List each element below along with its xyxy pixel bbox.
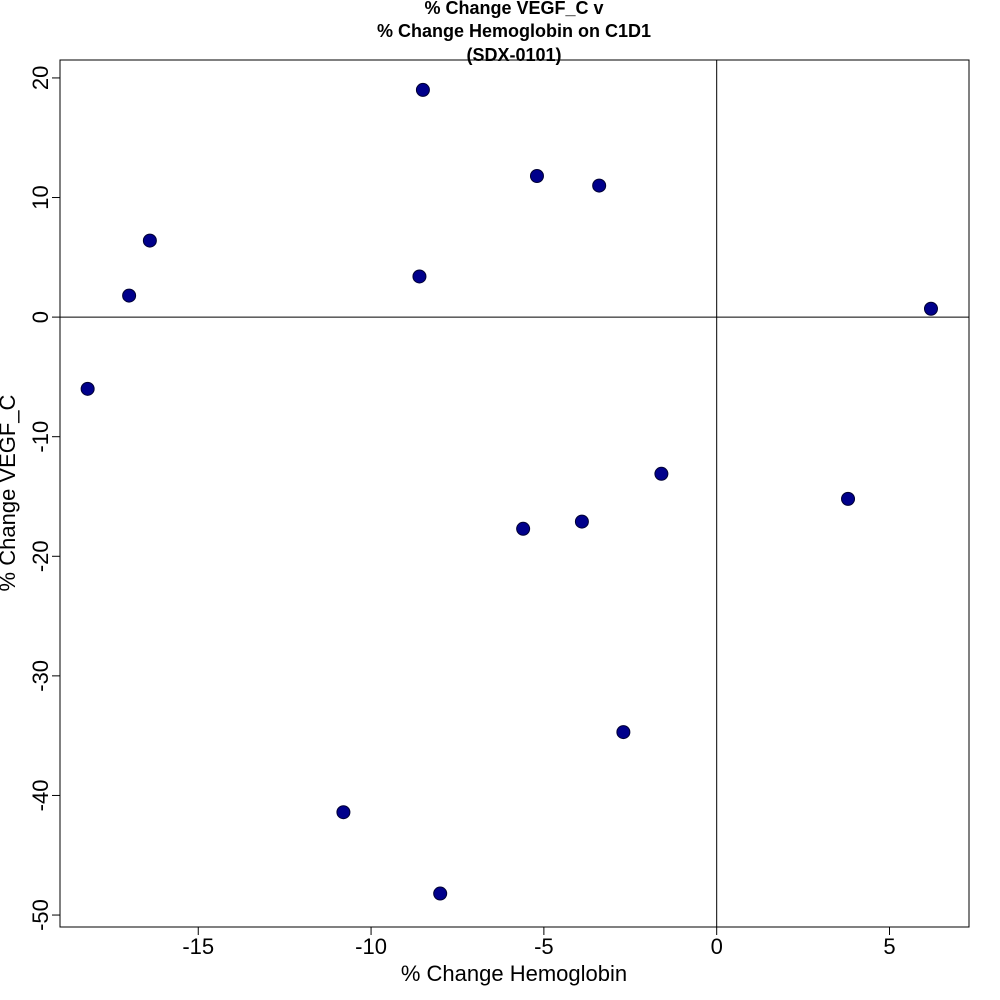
data-point — [529, 168, 544, 183]
y-tick-label: -30 — [28, 660, 53, 692]
data-point — [654, 466, 669, 481]
chart-title: % Change VEGF_C v % Change Hemoglobin on… — [377, 0, 651, 65]
data-point — [841, 491, 856, 506]
data-point — [122, 288, 137, 303]
data-point — [336, 805, 351, 820]
data-point — [415, 82, 430, 97]
chart-title-line-1: % Change VEGF_C v — [424, 0, 603, 18]
data-point — [142, 233, 157, 248]
data-point — [592, 178, 607, 193]
data-point — [574, 514, 589, 529]
x-tick-label: 5 — [883, 934, 895, 959]
y-tick-label: -10 — [28, 421, 53, 453]
y-tick-label: 0 — [28, 311, 53, 323]
chart-title-line-3: (SDX-0101) — [466, 45, 561, 65]
x-axis-ticks: -15 -10 -5 0 5 — [182, 927, 896, 959]
y-tick-label: -20 — [28, 540, 53, 572]
x-tick-label: -5 — [534, 934, 554, 959]
y-axis-ticks: -50 -40 -30 -20 -10 0 10 20 — [28, 66, 60, 931]
plot-frame — [59, 59, 970, 928]
x-tick-label: 0 — [711, 934, 723, 959]
data-point — [616, 725, 631, 740]
data-point — [433, 886, 448, 901]
data-point — [516, 521, 531, 536]
x-axis-label: % Change Hemoglobin — [401, 961, 627, 986]
data-point — [923, 301, 938, 316]
y-tick-label: -50 — [28, 899, 53, 931]
data-points — [80, 82, 938, 901]
x-tick-label: -15 — [182, 934, 214, 959]
y-tick-label: 10 — [28, 185, 53, 209]
x-tick-label: -10 — [355, 934, 387, 959]
data-point — [80, 381, 95, 396]
y-axis-label: % Change VEGF_C — [0, 394, 20, 591]
data-point — [412, 269, 427, 284]
chart-title-line-2: % Change Hemoglobin on C1D1 — [377, 21, 651, 41]
y-tick-label: 20 — [28, 66, 53, 90]
y-tick-label: -40 — [28, 780, 53, 812]
